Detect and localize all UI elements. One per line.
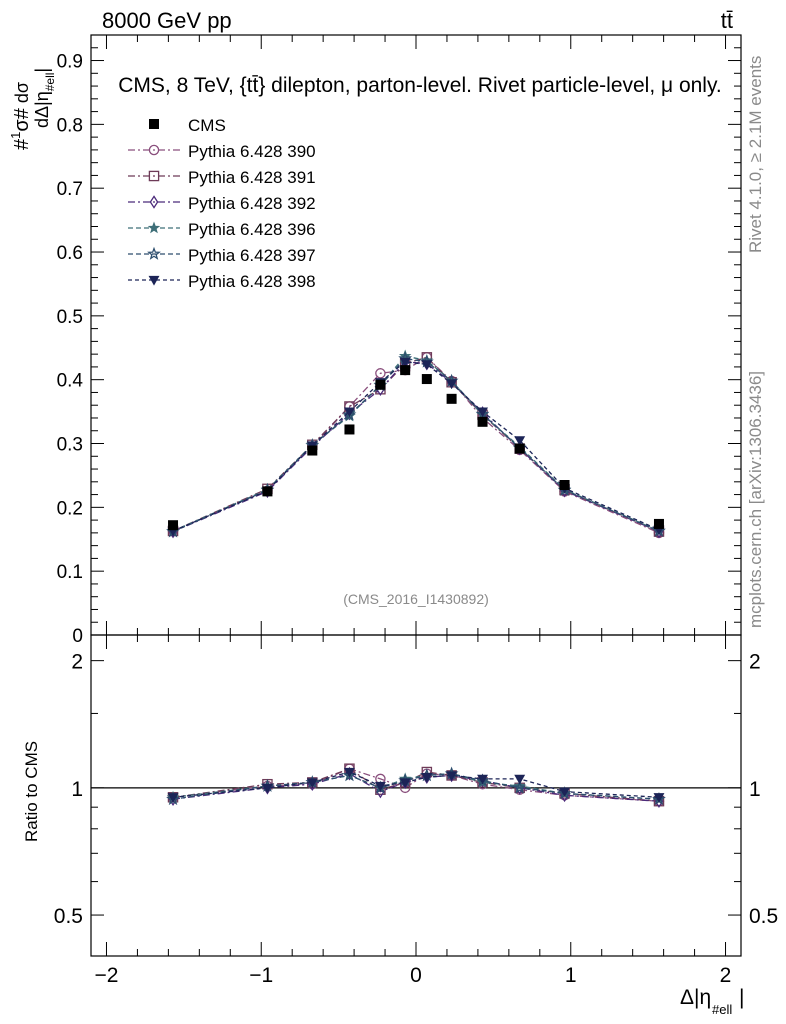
point-s390 — [375, 368, 386, 379]
ratio-line-s397 — [172, 773, 660, 800]
main-y-tick-label: 0.6 — [57, 243, 83, 264]
legend-label-s392: Pythia 6.428 392 — [188, 194, 316, 213]
ratio-point-s398 — [653, 793, 665, 803]
ratio-point-s398 — [421, 773, 433, 783]
ratio-point-s398 — [374, 781, 386, 792]
x-tick-label: 0 — [410, 964, 422, 987]
cms-data-point — [168, 520, 179, 531]
legend-marker-s390 — [148, 144, 160, 156]
x-tick-label: 1 — [565, 964, 577, 987]
cms-data-point — [446, 393, 457, 404]
x-tick-label: 2 — [720, 964, 732, 987]
main-y-tick-label: 0.2 — [57, 498, 83, 519]
main-y-tick-label: 0.3 — [57, 435, 83, 456]
ratio-point-s398 — [514, 774, 526, 785]
main-y-tick-label: 0.4 — [57, 371, 84, 392]
legend-label-s390: Pythia 6.428 390 — [188, 142, 316, 161]
series-line-s397 — [172, 357, 660, 533]
legend-marker-s391 — [148, 170, 160, 182]
point-s398 — [477, 407, 489, 418]
ratio-point-s398 — [306, 778, 318, 789]
main-y-tick-label: 0.1 — [57, 562, 83, 583]
main-y-tick-label: 0.7 — [57, 179, 83, 200]
legend: CMS Pythia 6.428 390 Pythia 6.428 391 Pythi… — [128, 116, 316, 291]
legend-label-cms: CMS — [188, 116, 226, 135]
cms-data-point — [559, 480, 570, 490]
x-tick-label: −2 — [94, 964, 118, 987]
cms-data-point — [262, 486, 273, 497]
legend-marker-s396 — [147, 221, 161, 234]
process-label: tt̄ — [721, 8, 733, 33]
ratio-point-s398 — [343, 767, 355, 778]
cms-data-point — [307, 445, 318, 456]
ratio-y-tick-label: 2 — [71, 651, 83, 674]
point-s398 — [399, 357, 411, 368]
ratio-axes: 0.5 0.5 1 1 2 2 −2 −1 0 1 2 — [54, 635, 778, 987]
ratio-point-s398 — [261, 783, 273, 794]
cms-data-point — [477, 416, 488, 427]
main-y-axis-title: #1σ# dσ dΔ|η#ell| — [8, 68, 57, 150]
ratio-point-s398 — [167, 793, 179, 803]
cms-data-point — [344, 424, 355, 435]
ratio-point-s398 — [559, 787, 571, 798]
mcplots-label: mcplots.cern.ch [arXiv:1306.3436] — [746, 371, 765, 628]
cms-data-point — [375, 379, 386, 390]
ratio-y-tick-label-right: 0.5 — [749, 905, 778, 928]
x-axis-title: Δ|η #ell | — [680, 986, 744, 1017]
x-tick-label: −1 — [249, 964, 273, 987]
series-line-s398 — [172, 361, 660, 532]
ratio-point-s397 — [512, 780, 527, 794]
legend-marker-s398 — [148, 275, 160, 286]
cms-data-point — [653, 518, 664, 529]
ratio-point-s398 — [477, 774, 489, 785]
main-y-tick-label: 0 — [72, 626, 83, 647]
rivet-version-label: Rivet 4.1.0, ≥ 2.1M events — [746, 56, 765, 253]
series-line-s391 — [172, 356, 660, 533]
series-line-s392 — [172, 361, 660, 533]
ratio-y-tick-label-right: 1 — [749, 778, 761, 801]
main-y-tick-label: 0.8 — [57, 115, 83, 136]
main-y-tick-label: 0.9 — [57, 52, 83, 73]
cms-data-point — [421, 374, 432, 385]
legend-label-s391: Pythia 6.428 391 — [188, 168, 316, 187]
ratio-point-s398 — [399, 778, 411, 789]
svg-text:dΔ|η#ell|: dΔ|η#ell| — [32, 68, 57, 128]
svg-text:Δ|η: Δ|η — [680, 986, 711, 1009]
energy-label: 8000 GeV pp — [102, 8, 232, 33]
ratio-y-axis-title: Ratio to CMS — [22, 741, 41, 842]
legend-marker-s397 — [147, 246, 161, 260]
ratio-series — [166, 763, 666, 808]
series-line-s396 — [172, 355, 660, 532]
plot-title: CMS, 8 TeV, {tt̄} dilepton, parton-level… — [118, 74, 722, 97]
ratio-y-tick-label: 1 — [71, 778, 83, 801]
ratio-line-s398 — [172, 771, 660, 798]
svg-text:|: | — [739, 986, 744, 1009]
legend-marker-cms — [149, 119, 159, 129]
svg-text:#1σ# dσ: #1σ# dσ — [8, 82, 33, 150]
ratio-y-tick-label: 0.5 — [54, 905, 83, 928]
legend-marker-s392 — [149, 195, 159, 209]
main-axes: 0 0.1 0.2 0.3 0.4 0.5 0.6 0.7 0.8 0.9 — [57, 35, 741, 647]
main-series — [166, 349, 666, 539]
point-s398 — [343, 407, 355, 418]
cms-data-point — [514, 443, 525, 454]
series-line-s390 — [172, 356, 660, 534]
cms-data-point — [400, 365, 411, 376]
point-s398 — [421, 360, 433, 370]
point-s398 — [514, 436, 526, 446]
point-s398 — [446, 379, 458, 390]
ratio-y-tick-label-right: 2 — [749, 651, 761, 674]
analysis-id: (CMS_2016_I1430892) — [343, 591, 489, 607]
legend-label-s396: Pythia 6.428 396 — [188, 220, 316, 239]
legend-label-s398: Pythia 6.428 398 — [188, 272, 316, 291]
main-y-tick-label: 0.5 — [57, 307, 83, 328]
svg-text:#ell: #ell — [712, 1002, 732, 1017]
legend-label-s397: Pythia 6.428 397 — [188, 246, 316, 265]
ratio-point-s398 — [446, 771, 458, 782]
